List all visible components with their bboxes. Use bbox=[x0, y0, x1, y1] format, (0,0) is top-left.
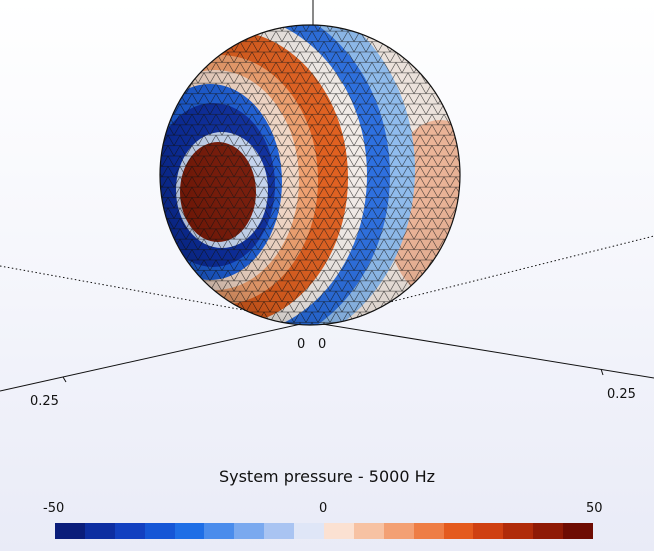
axis-right-value: 0.25 bbox=[607, 387, 636, 402]
colorbar-max-label: 50 bbox=[586, 501, 603, 516]
colorbar-mid-label: 0 bbox=[319, 501, 328, 516]
colorbar-swatch bbox=[563, 523, 594, 539]
colorbar-swatch bbox=[413, 523, 444, 539]
colorbar-swatch bbox=[503, 523, 534, 539]
colorbar-swatch bbox=[234, 523, 265, 539]
colorbar-swatch bbox=[174, 523, 205, 539]
colorbar-swatch bbox=[264, 523, 295, 539]
tick-left bbox=[62, 376, 67, 383]
colorbar-swatch bbox=[473, 523, 504, 539]
colorbar-swatch bbox=[55, 523, 85, 539]
tick-right bbox=[600, 368, 604, 376]
colorbar-swatch bbox=[144, 523, 175, 539]
axis-left-dotted bbox=[0, 265, 311, 323]
colorbar-swatch bbox=[204, 523, 235, 539]
axis-left-line bbox=[0, 321, 311, 392]
pressure-sphere[interactable] bbox=[85, 0, 495, 355]
plot-title: System pressure - 5000 Hz bbox=[218, 467, 436, 486]
colorbar-swatch bbox=[294, 523, 325, 539]
axis-right-dotted bbox=[309, 235, 654, 323]
colorbar-swatch bbox=[84, 523, 115, 539]
axis-left-value: 0.25 bbox=[30, 394, 59, 409]
colorbar-min-label: -50 bbox=[43, 501, 65, 516]
colorbar bbox=[55, 523, 594, 539]
colorbar-swatch bbox=[114, 523, 145, 539]
colorbar-swatch bbox=[533, 523, 564, 539]
origin-label-2: 0 bbox=[318, 337, 327, 352]
colorbar-swatch bbox=[353, 523, 384, 539]
colorbar-swatch bbox=[383, 523, 414, 539]
colorbar-swatch bbox=[443, 523, 474, 539]
origin-label-1: 0 bbox=[297, 337, 306, 352]
colorbar-swatch bbox=[324, 523, 354, 539]
axis-right-line bbox=[309, 321, 654, 379]
